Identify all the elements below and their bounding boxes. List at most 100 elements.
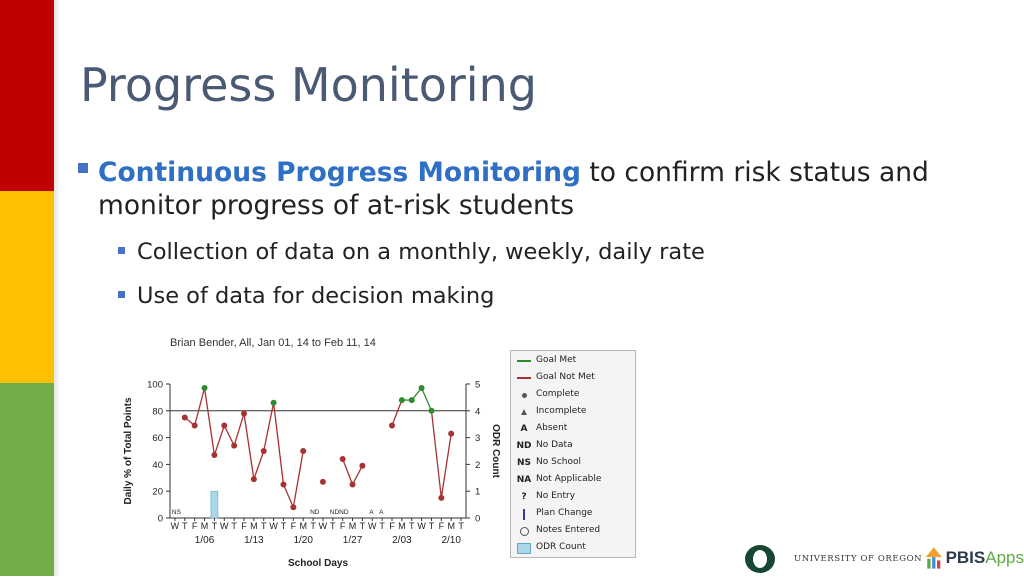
x-tick-label: T <box>458 521 464 531</box>
data-point <box>280 481 287 488</box>
x-tick-label: T <box>182 521 188 531</box>
legend-item: ? No Entry <box>511 489 633 505</box>
sub-bullet-2: Use of data for decision making <box>118 282 978 310</box>
series-segment <box>223 425 235 446</box>
y-tick-label: 60 <box>152 433 163 444</box>
progress-chart: Brian Bender, All, Jan 01, 14 to Feb 11,… <box>112 330 637 576</box>
series-segment <box>272 402 285 485</box>
sub-bullet-2-text: Use of data for decision making <box>137 283 495 309</box>
complete-dot-icon <box>515 389 533 401</box>
goal-not-met-line-icon <box>515 372 533 384</box>
chart-legend: Goal Met Goal Not Met Complete Incomplete A A… <box>510 350 636 558</box>
legend-item: NA Not Applicable <box>511 472 633 488</box>
pbis-house-icon <box>925 547 942 569</box>
data-point <box>250 476 257 483</box>
week-label: 2/10 <box>441 535 461 546</box>
x-tick-label: M <box>349 521 357 531</box>
y2-axis-title: ODR Count <box>490 424 501 479</box>
week-label: 1/06 <box>195 535 215 546</box>
status-marker: ND <box>310 509 320 516</box>
sub-bullet-1-text: Collection of data on a monthly, weekly,… <box>137 239 705 265</box>
incomplete-triangle-icon <box>515 406 533 418</box>
series-segment <box>233 413 245 446</box>
legend-label: Absent <box>536 423 568 433</box>
series-segment <box>194 387 206 426</box>
legend-item: Complete <box>511 387 633 403</box>
x-tick-label: T <box>330 521 336 531</box>
legend-label: Incomplete <box>536 406 587 416</box>
data-point <box>300 448 307 454</box>
plan-change-bar-icon <box>515 508 533 520</box>
data-point <box>221 422 228 429</box>
legend-symbol-text: ? <box>521 492 527 502</box>
data-point <box>438 494 445 501</box>
series-segment <box>243 413 255 480</box>
bullet-list: Continuous Progress Monitoring to confir… <box>78 156 978 310</box>
x-tick-label: T <box>310 521 316 531</box>
green-stripe <box>0 383 54 576</box>
legend-label: No School <box>536 457 581 467</box>
legend-item: A Absent <box>511 421 633 437</box>
status-marker: A <box>379 509 384 516</box>
x-tick-label: T <box>409 521 415 531</box>
y2-tick-label: 0 <box>475 514 480 525</box>
week-label: 2/03 <box>392 535 412 546</box>
chart-title: Brian Bender, All, Jan 01, 14 to Feb 11,… <box>170 337 376 349</box>
data-point <box>349 481 356 488</box>
bullet-main: Continuous Progress Monitoring to confir… <box>78 156 978 222</box>
series-segment <box>421 387 433 412</box>
legend-label: ODR Count <box>536 542 586 552</box>
x-tick-label: W <box>368 521 377 531</box>
odr-bar <box>210 490 219 519</box>
legend-item: ODR Count <box>511 540 633 556</box>
legend-label: No Entry <box>536 491 576 501</box>
y-axis-title: Daily % of Total Points <box>123 397 134 504</box>
y2-tick-label: 2 <box>475 460 480 471</box>
y2-tick-label: 3 <box>475 433 480 444</box>
uo-o-icon <box>742 543 778 575</box>
y-tick-label: 100 <box>147 380 163 391</box>
series-segment <box>440 433 452 498</box>
legend-label: Plan Change <box>536 508 593 518</box>
x-tick-label: F <box>340 521 346 531</box>
data-point <box>211 452 218 459</box>
progress-chart-svg: Brian Bender, All, Jan 01, 14 to Feb 11,… <box>123 337 501 569</box>
series-segment <box>430 410 442 498</box>
stripe-shadow <box>54 0 60 576</box>
x-axis-title: School Days <box>288 558 348 569</box>
x-tick-label: F <box>241 521 247 531</box>
y2-tick-label: 4 <box>475 406 480 417</box>
week-label: 1/20 <box>293 535 313 546</box>
series-segment <box>263 402 275 452</box>
data-point <box>418 385 425 392</box>
sub-bullet-1: Collection of data on a monthly, weekly,… <box>118 238 978 266</box>
data-point <box>231 442 238 449</box>
legend-symbol-text: NS <box>516 458 531 468</box>
bullet-marker <box>78 163 88 173</box>
data-point <box>359 462 366 469</box>
legend-item: Goal Met <box>511 353 633 369</box>
legend-item: Goal Not Met <box>511 370 633 386</box>
y2-tick-label: 1 <box>475 487 480 498</box>
week-label: 1/27 <box>343 535 363 546</box>
x-tick-label: M <box>398 521 406 531</box>
bullet-main-rest: to confirm risk status and monitor progr… <box>98 157 929 221</box>
legend-symbol-text: NA <box>516 475 532 485</box>
x-tick-label: M <box>201 521 209 531</box>
odr-box-icon <box>515 542 533 554</box>
x-tick-label: T <box>261 521 267 531</box>
x-tick-label: W <box>417 521 426 531</box>
data-point <box>270 399 277 406</box>
sub-bullet-marker <box>118 291 125 298</box>
data-point <box>389 422 395 429</box>
legend-item: Plan Change <box>511 506 633 522</box>
data-point <box>398 397 405 404</box>
data-point <box>448 430 455 437</box>
legend-item: ND No Data <box>511 438 633 454</box>
red-stripe <box>0 0 54 191</box>
x-tick-label: T <box>212 521 218 531</box>
pbis-wordmark: PBISApps <box>945 548 1024 567</box>
data-point <box>181 414 188 421</box>
series-segment <box>391 399 403 426</box>
data-point <box>428 407 435 414</box>
